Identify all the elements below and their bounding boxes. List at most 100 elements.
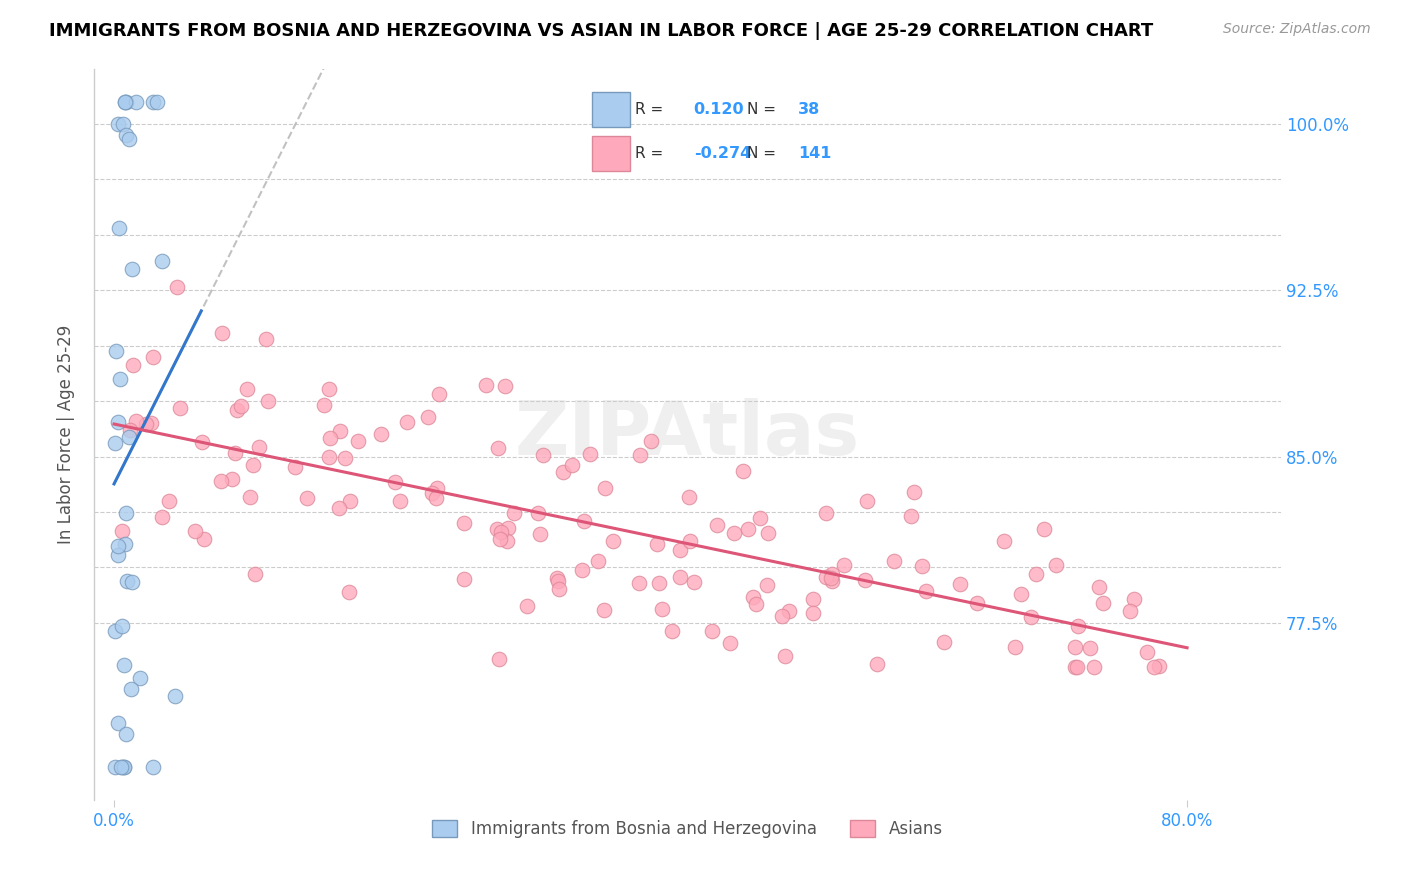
Point [755, 578, 778, 592]
Point [706, 518, 728, 533]
Point [115, 128, 138, 142]
Point [425, 491, 447, 505]
Point [547, 574, 569, 588]
Point [142, 760, 165, 774]
Point [866, 657, 889, 671]
Point [1087, 580, 1109, 594]
Point [384, 475, 406, 489]
Point [104, 760, 127, 774]
Point [150, 254, 173, 268]
Point [628, 448, 651, 462]
Point [115, 95, 138, 109]
Point [193, 532, 215, 546]
Point [678, 490, 700, 504]
Point [645, 537, 668, 551]
Point [108, 221, 131, 235]
Point [121, 575, 143, 590]
Point [821, 566, 844, 581]
Point [772, 608, 794, 623]
Point [1147, 658, 1170, 673]
Point [121, 682, 143, 697]
Point [911, 558, 934, 573]
Point [814, 506, 837, 520]
Point [150, 509, 173, 524]
Point [111, 524, 134, 538]
Point [139, 417, 162, 431]
Point [679, 533, 702, 548]
Point [146, 95, 169, 109]
Point [733, 464, 755, 478]
Point [221, 472, 243, 486]
Point [496, 520, 519, 534]
Point [756, 525, 779, 540]
Point [112, 760, 135, 774]
Point [856, 493, 879, 508]
Point [112, 657, 135, 672]
Point [820, 571, 842, 585]
Point [593, 481, 616, 495]
Point [337, 585, 360, 599]
Point [494, 378, 516, 392]
Point [243, 567, 266, 582]
Point [527, 506, 550, 520]
Point [832, 558, 855, 572]
Point [1067, 618, 1090, 632]
Point [184, 524, 207, 539]
Point [668, 543, 690, 558]
Point [318, 383, 340, 397]
Point [453, 516, 475, 530]
Point [1063, 640, 1085, 655]
Point [157, 494, 180, 508]
Point [628, 575, 651, 590]
Point [529, 526, 551, 541]
Point [319, 431, 342, 445]
Text: ZIPAtlas: ZIPAtlas [515, 398, 860, 471]
Point [778, 604, 800, 618]
Point [821, 574, 844, 589]
Point [115, 574, 138, 589]
Point [142, 95, 165, 109]
Point [1078, 640, 1101, 655]
Point [486, 441, 509, 455]
Point [110, 619, 132, 633]
Point [488, 652, 510, 666]
Point [1064, 660, 1087, 674]
Point [640, 434, 662, 448]
Point [165, 690, 187, 704]
Point [495, 534, 517, 549]
Point [932, 635, 955, 649]
Point [166, 280, 188, 294]
Point [474, 378, 496, 392]
Point [1004, 640, 1026, 655]
Point [105, 344, 128, 359]
Point [1045, 558, 1067, 573]
Point [129, 672, 152, 686]
Point [312, 398, 335, 412]
Text: IMMIGRANTS FROM BOSNIA AND HERZEGOVINA VS ASIAN IN LABOR FORCE | AGE 25-29 CORRE: IMMIGRANTS FROM BOSNIA AND HERZEGOVINA V… [49, 22, 1153, 40]
Point [209, 474, 232, 488]
Point [647, 575, 669, 590]
Point [107, 117, 129, 131]
Point [395, 415, 418, 429]
Point [571, 563, 593, 577]
Point [801, 607, 824, 621]
Point [224, 446, 246, 460]
Point [561, 458, 583, 473]
Point [427, 387, 450, 401]
Point [225, 403, 247, 417]
Point [370, 426, 392, 441]
Point [949, 577, 972, 591]
Point [1143, 660, 1166, 674]
Point [115, 506, 138, 520]
Point [122, 358, 145, 372]
Point [1019, 610, 1042, 624]
Point [114, 537, 136, 551]
Text: Source: ZipAtlas.com: Source: ZipAtlas.com [1223, 22, 1371, 37]
Point [420, 486, 443, 500]
Point [749, 511, 772, 525]
Point [107, 548, 129, 562]
Legend: Immigrants from Bosnia and Herzegovina, Asians: Immigrants from Bosnia and Herzegovina, … [426, 813, 949, 845]
Point [135, 417, 157, 431]
Point [651, 602, 673, 616]
Point [702, 624, 724, 639]
